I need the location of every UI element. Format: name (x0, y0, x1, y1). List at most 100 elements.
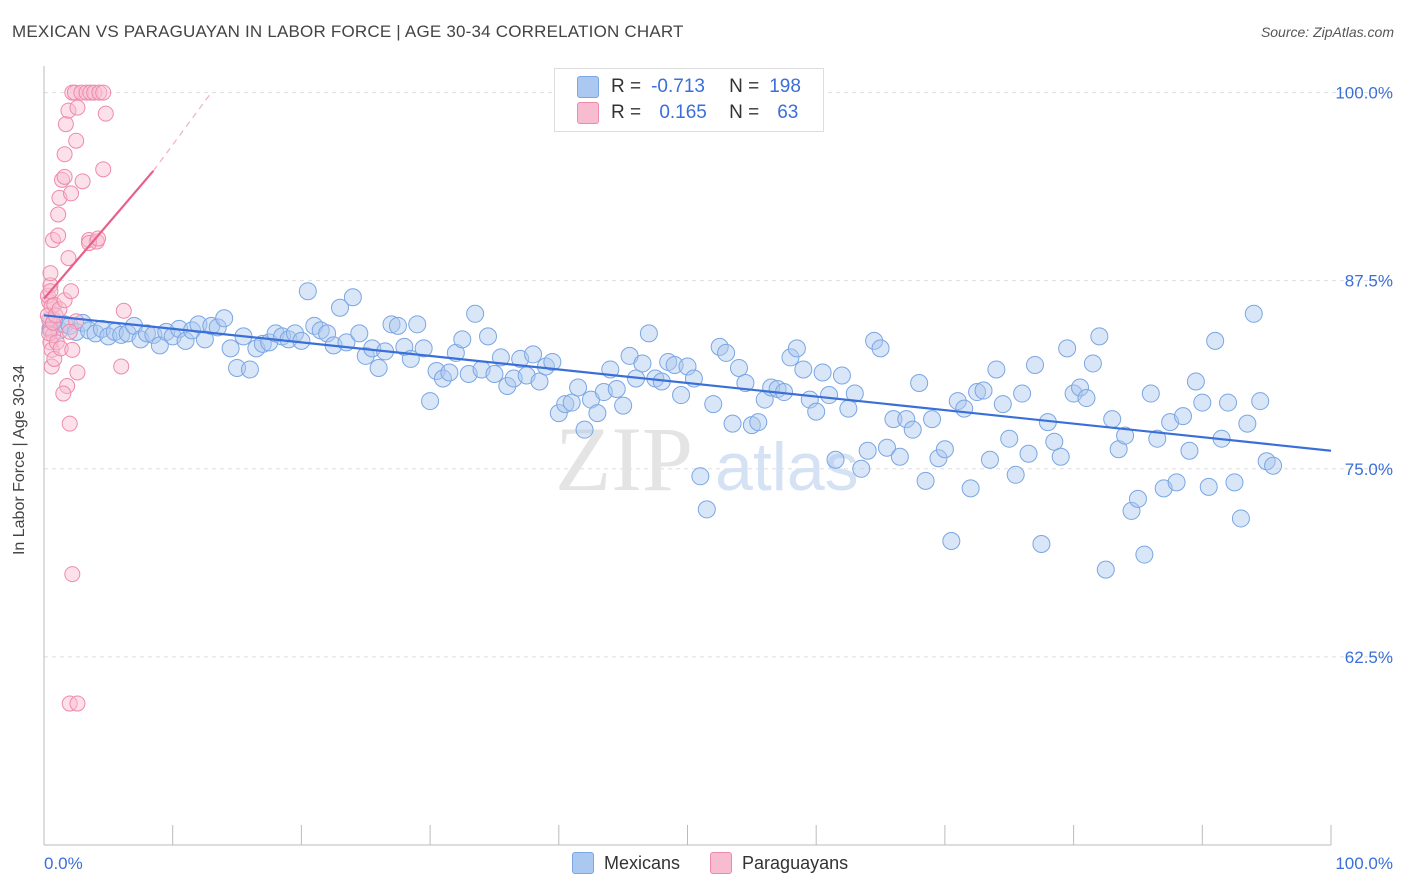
mexican-point (485, 364, 504, 383)
paraguayan-point (60, 102, 77, 119)
paraguayan-point (91, 84, 108, 101)
mexican-point (865, 331, 884, 350)
paraguayans-trend-extension (152, 92, 212, 172)
paraguayan-point (69, 364, 86, 381)
mexican-point (980, 450, 999, 469)
mexican-point (1206, 331, 1225, 350)
series-mexicans (41, 282, 1283, 579)
mexican-point (923, 410, 942, 429)
watermark-zip: ZIP (555, 408, 693, 510)
paraguayan-point (86, 84, 103, 101)
mexican-point (549, 404, 568, 423)
mexican-point (832, 366, 851, 385)
paraguayan-point (68, 132, 85, 149)
paraguayan-point (63, 283, 80, 300)
paraguayans-swatch (577, 102, 599, 124)
mexican-point (543, 352, 562, 371)
mexican-point (890, 447, 909, 466)
mexican-point (781, 348, 800, 367)
mexican-point (1231, 509, 1250, 528)
paraguayan-point (56, 146, 73, 163)
paraguayan-point (63, 185, 80, 202)
axes (43, 66, 1332, 846)
paraguayan-point (74, 173, 91, 190)
mexican-point (176, 331, 195, 350)
paraguayan-point (69, 99, 86, 116)
mexican-point (112, 325, 131, 344)
mexican-point (343, 288, 362, 307)
paraguayan-point (61, 415, 78, 432)
mexican-point (903, 420, 922, 439)
mexican-point (633, 354, 652, 373)
paraguayan-point (55, 385, 72, 402)
mexican-point (1019, 444, 1038, 463)
mexican-point (1148, 429, 1167, 448)
mexican-point (884, 410, 903, 429)
paraguayan-point (50, 206, 67, 223)
mexican-point (408, 315, 427, 334)
y-tick-label: 87.5% (1345, 272, 1393, 291)
mexican-point (897, 410, 916, 429)
mexican-point (717, 343, 736, 362)
mexican-point (910, 374, 929, 393)
mexican-point (530, 372, 549, 391)
mexican-point (929, 449, 948, 468)
mexican-point (421, 392, 440, 411)
mexican-point (240, 360, 259, 379)
legend-item-mexicans[interactable]: Mexicans (572, 852, 680, 874)
mexican-point (736, 374, 755, 393)
y-tick-label: 75.0% (1345, 460, 1393, 479)
paraguayan-point (73, 84, 90, 101)
mexican-point (1116, 426, 1135, 445)
mexican-point (1083, 354, 1102, 373)
mexican-point (1186, 372, 1205, 391)
y-tick-label: 100.0% (1335, 84, 1393, 103)
mexican-point (1167, 473, 1186, 492)
mexicans-legend-swatch (572, 852, 594, 874)
mexican-point (498, 377, 517, 396)
mexican-point (453, 330, 472, 349)
mexican-point (491, 348, 510, 367)
legend-label-paraguayans: Paraguayans (742, 852, 849, 873)
mexican-point (369, 358, 388, 377)
mexican-point (948, 392, 967, 411)
mexican-point (614, 396, 633, 415)
paraguayan-point (115, 302, 132, 319)
mexican-point (189, 315, 208, 334)
series-legend: Mexicans Paraguayans (572, 852, 878, 874)
series-paraguayans (39, 84, 132, 712)
mexican-point (1096, 560, 1115, 579)
paraguayan-point (45, 232, 62, 249)
mexican-point (298, 282, 317, 301)
mexican-point (440, 363, 459, 382)
mexican-point (871, 339, 890, 358)
mexican-point (813, 363, 832, 382)
mexican-point (1058, 339, 1077, 358)
mexican-point (1135, 545, 1154, 564)
mexican-point (388, 316, 407, 335)
mexican-point (221, 339, 240, 358)
mexican-point (575, 420, 594, 439)
legend-item-paraguayans[interactable]: Paraguayans (710, 852, 848, 874)
grid-lines (44, 92, 1392, 658)
mexican-point (749, 413, 768, 432)
mexican-point (99, 327, 118, 346)
y-tick-label: 62.5% (1345, 648, 1393, 667)
mexican-point (414, 339, 433, 358)
mexican-point (993, 395, 1012, 414)
mexican-point (1006, 465, 1025, 484)
mexican-point (1103, 410, 1122, 429)
paraguayan-point (60, 250, 77, 267)
n-label: N = (729, 76, 760, 97)
paraguayans-n-value: 63 (777, 102, 799, 123)
mexican-point (427, 361, 446, 380)
mexican-point (1173, 407, 1192, 426)
mexican-point (877, 438, 896, 457)
paraguayan-point (64, 566, 81, 583)
paraguayan-point (82, 84, 99, 101)
paraguayan-point (64, 341, 81, 358)
paraguayans-trend-line (43, 170, 155, 300)
mexican-point (916, 471, 935, 490)
mexican-point (524, 345, 543, 364)
